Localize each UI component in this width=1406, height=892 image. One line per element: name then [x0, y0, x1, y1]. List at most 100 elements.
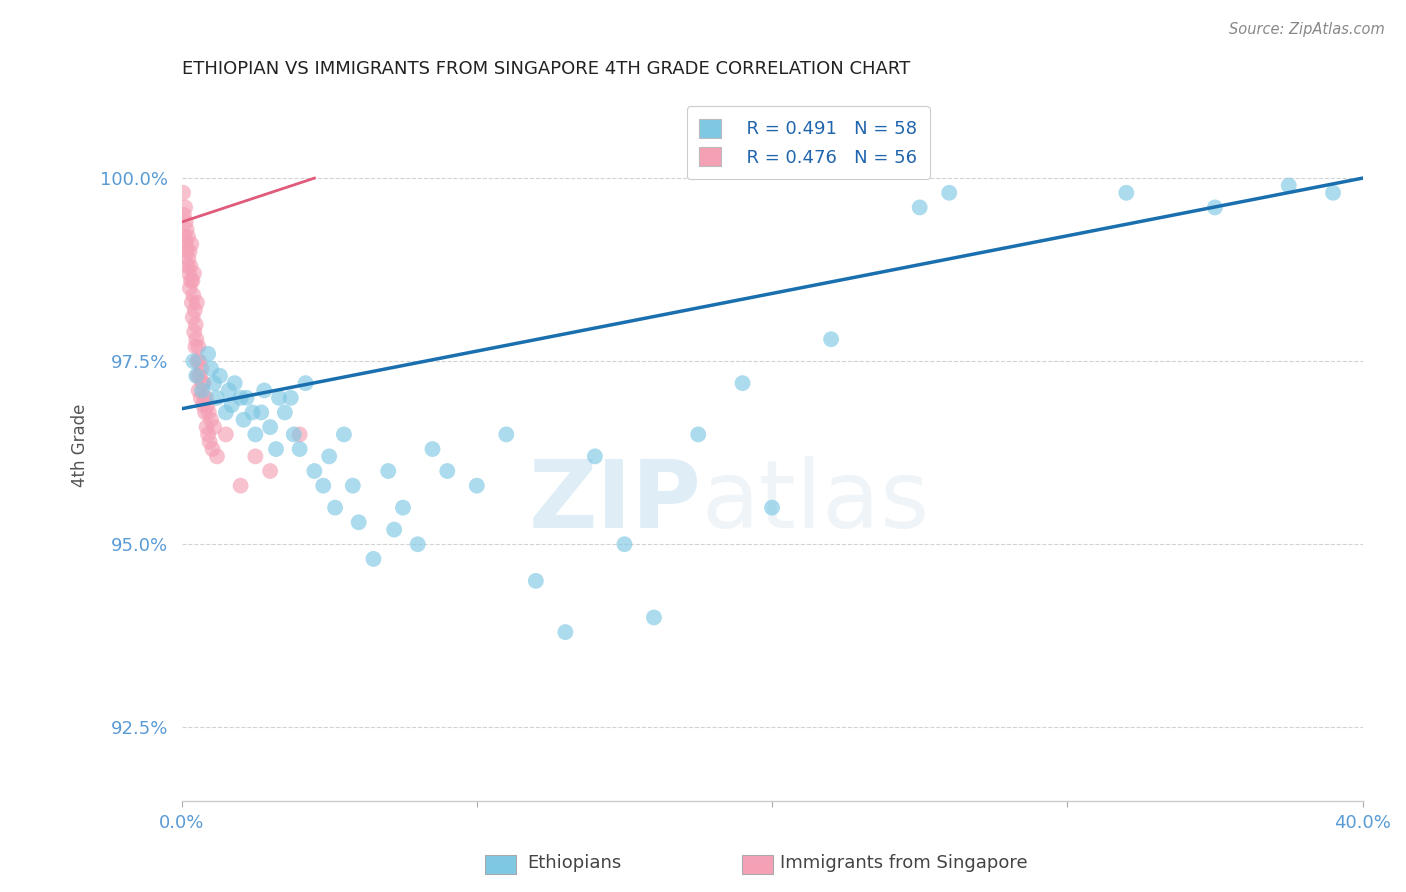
Point [177, 252, 200, 266]
Point [205, 391, 228, 405]
Point [235, 391, 257, 405]
Point [613, 537, 636, 551]
Point [173, 208, 195, 222]
Text: Immigrants from Singapore: Immigrants from Singapore [780, 855, 1028, 872]
Point [176, 259, 198, 273]
Point [264, 442, 287, 456]
Text: Source: ZipAtlas.com: Source: ZipAtlas.com [1229, 22, 1385, 37]
Point [938, 186, 960, 200]
Text: atlas: atlas [702, 456, 929, 549]
Point [191, 376, 214, 391]
Point [193, 376, 215, 391]
Point [1115, 186, 1137, 200]
Point [267, 391, 290, 405]
Point [436, 464, 458, 478]
Point [186, 295, 208, 310]
Point [179, 281, 201, 295]
Point [1322, 186, 1344, 200]
Point [294, 376, 316, 391]
Point [187, 368, 209, 383]
FancyBboxPatch shape [742, 855, 773, 874]
Point [406, 537, 429, 551]
Point [761, 500, 783, 515]
Point [173, 229, 195, 244]
Point [224, 376, 246, 391]
Point [201, 442, 224, 456]
Point [191, 384, 214, 398]
Point [183, 288, 205, 302]
Point [422, 442, 444, 456]
Point [186, 368, 208, 383]
Point [495, 427, 517, 442]
Point [208, 368, 231, 383]
Point [172, 186, 194, 200]
Y-axis label: 4th Grade: 4th Grade [72, 404, 89, 487]
Point [318, 450, 340, 464]
Point [323, 500, 346, 515]
Point [202, 420, 225, 434]
Point [181, 310, 204, 325]
Point [259, 464, 281, 478]
Point [342, 478, 364, 492]
Point [205, 450, 228, 464]
Point [188, 368, 211, 383]
Point [197, 398, 219, 412]
Point [1278, 178, 1301, 193]
Point [179, 259, 201, 273]
Point [176, 222, 198, 236]
Point [731, 376, 754, 391]
Point [184, 339, 207, 353]
Point [221, 398, 243, 412]
Point [195, 391, 218, 405]
Point [202, 376, 225, 391]
Point [377, 464, 399, 478]
Point [250, 405, 273, 419]
Point [288, 427, 311, 442]
Point [179, 244, 201, 259]
Point [187, 339, 209, 353]
Point [190, 391, 212, 405]
Point [200, 413, 222, 427]
Point [174, 237, 197, 252]
Point [186, 354, 208, 368]
Point [382, 523, 405, 537]
Point [184, 318, 207, 332]
Point [215, 405, 238, 419]
Point [820, 332, 842, 346]
Point [180, 237, 202, 252]
Point [174, 215, 197, 229]
FancyBboxPatch shape [485, 855, 516, 874]
Point [242, 405, 264, 419]
Text: ZIP: ZIP [529, 456, 702, 549]
Point [465, 478, 488, 492]
Point [245, 427, 267, 442]
Point [191, 398, 214, 412]
Point [347, 516, 370, 530]
Point [288, 442, 311, 456]
Point [176, 244, 198, 259]
Point [232, 413, 254, 427]
Point [177, 266, 200, 280]
Point [197, 405, 219, 419]
Point [554, 625, 576, 640]
Point [197, 427, 219, 442]
Point [274, 405, 297, 419]
Point [183, 266, 205, 280]
Point [181, 274, 204, 288]
Point [312, 478, 335, 492]
Point [198, 434, 221, 449]
Point [363, 552, 385, 566]
Point [187, 384, 209, 398]
Point [197, 347, 219, 361]
Point [218, 384, 240, 398]
Point [583, 450, 606, 464]
Point [283, 427, 305, 442]
Point [253, 384, 276, 398]
Text: Ethiopians: Ethiopians [527, 855, 621, 872]
Point [190, 361, 212, 376]
Point [174, 201, 197, 215]
Point [908, 201, 931, 215]
Point [643, 610, 665, 624]
Point [188, 354, 211, 368]
Point [229, 391, 252, 405]
